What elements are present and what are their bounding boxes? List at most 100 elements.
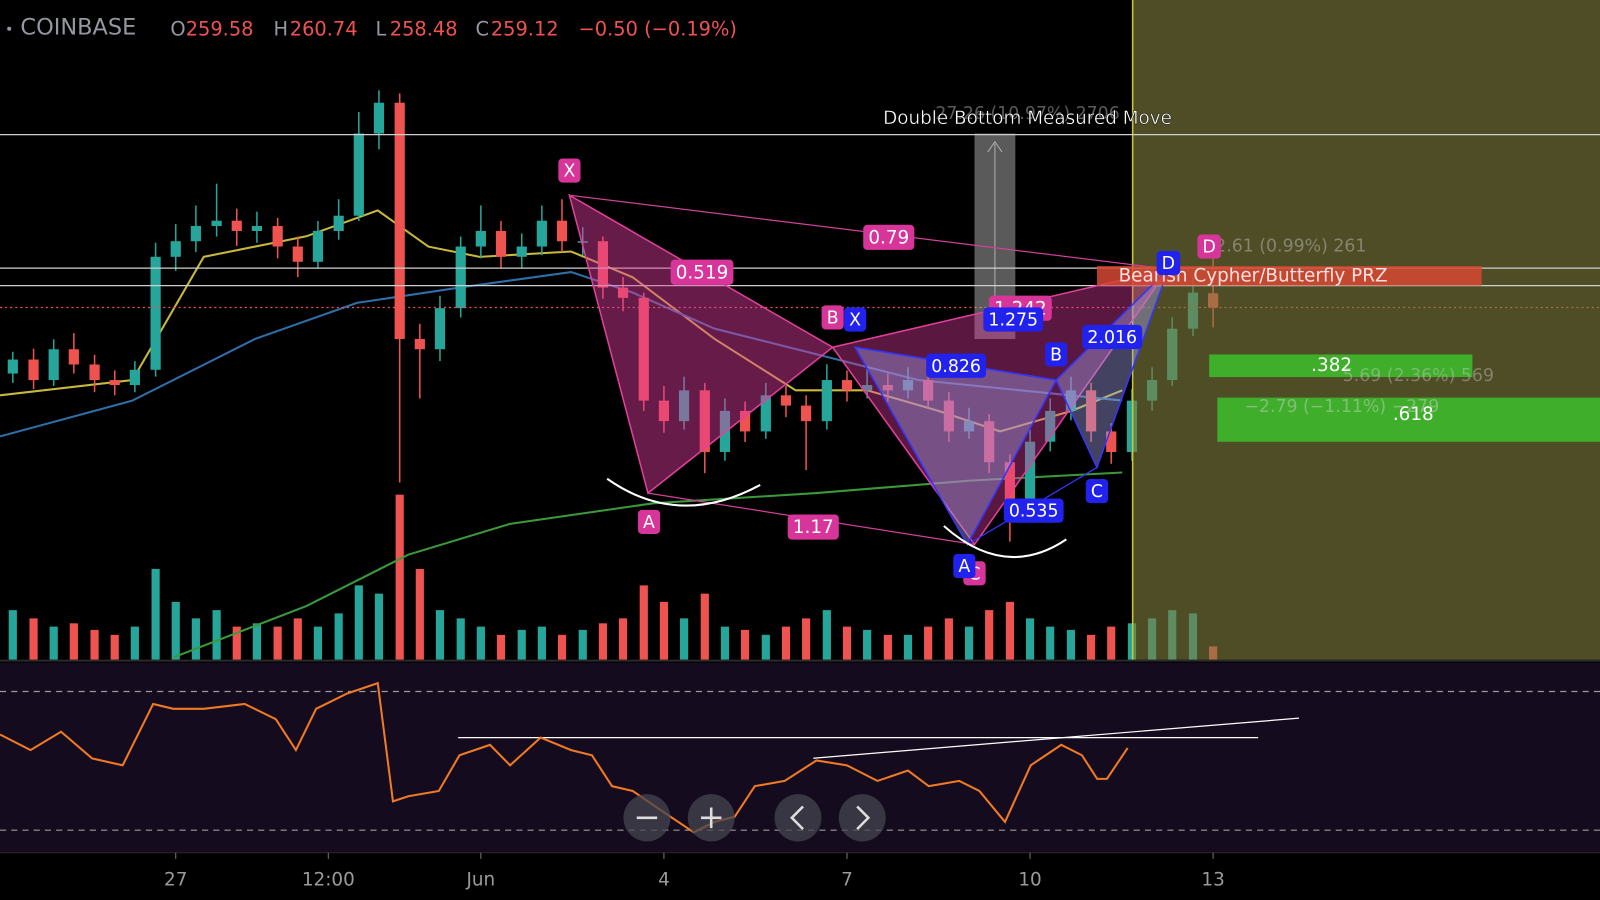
candle-body (475, 230, 486, 247)
volume-bar (517, 629, 526, 660)
rsi-trendline (813, 717, 1300, 759)
candle-body (109, 380, 120, 386)
volume-bar (293, 618, 302, 660)
volume-bar (863, 629, 872, 660)
candle-body (312, 230, 324, 262)
pattern-label: 0.826 (931, 357, 981, 377)
pattern-label: D (1162, 254, 1175, 274)
volume-bar (395, 494, 404, 660)
candle-body (780, 395, 792, 406)
volume-bar (354, 585, 363, 660)
candle-body (678, 390, 690, 422)
fib-stats: 5.69 (2.36%) 569 (1343, 366, 1494, 386)
pattern-label-bg (821, 305, 844, 330)
candle-body (150, 256, 161, 370)
candle-body (211, 220, 222, 226)
x-tick-label: Jun (466, 869, 496, 890)
candle-body (699, 390, 710, 452)
pattern-label-bg (1085, 479, 1109, 504)
pattern-label-bg (1197, 234, 1221, 259)
candle-body (984, 421, 995, 463)
fib-zone (1217, 397, 1600, 442)
volume-bar (415, 568, 424, 660)
candle-body (638, 297, 649, 401)
exchange-name: COINBASE (20, 14, 136, 40)
volume-bar (252, 623, 261, 660)
label-layer: 27.26 (10.97%) 2706 Double Bottom Measur… (558, 104, 1494, 586)
pattern-label-bg (953, 554, 976, 579)
button-icon (790, 805, 804, 831)
x-tick-label: 7 (841, 869, 853, 890)
candle-body (841, 380, 853, 391)
pattern-label-bg (637, 509, 661, 535)
volume-layer (8, 494, 1218, 660)
ohlc-label: C (476, 17, 490, 40)
candle-body (28, 359, 39, 381)
candle-body (597, 241, 609, 288)
candle-body (1004, 462, 1016, 504)
candle-body (455, 246, 466, 309)
volume-bar (476, 626, 485, 660)
scroll-left-button[interactable] (774, 794, 822, 842)
volume-bar (171, 601, 180, 660)
fib-stats: −2.79 (−1.11%) −279 (1244, 397, 1439, 417)
volume-bar (130, 626, 139, 660)
button-bg (774, 794, 822, 842)
volume-bar (1005, 601, 1014, 660)
zoom-out-button[interactable] (623, 794, 671, 842)
pattern-label: 0.535 (1009, 502, 1059, 522)
volume-bar (496, 634, 506, 660)
candle-body (963, 421, 975, 432)
volume-bar (802, 618, 811, 660)
x-tick-label: 12:00 (302, 869, 355, 890)
volume-bar (1025, 618, 1035, 660)
candle-body (434, 308, 446, 350)
candle-body (48, 349, 59, 381)
pattern-label-bg (670, 259, 734, 285)
x-tick-label: 4 (658, 869, 670, 890)
prz-zone (1096, 266, 1482, 286)
candle-body (353, 133, 364, 216)
candle-body (414, 338, 425, 350)
volume-bar (90, 629, 99, 660)
candle-body (7, 359, 18, 374)
measured-move-stats: 27.26 (10.97%) 2706 (935, 104, 1119, 124)
volume-bar (232, 626, 241, 660)
volume-bar (639, 585, 648, 660)
x-tick-label: 13 (1201, 869, 1224, 890)
candle-body (862, 385, 873, 391)
volume-bar (761, 634, 770, 660)
volume-bar (822, 610, 831, 660)
candle-body (556, 220, 568, 242)
fib-label: .382 (1311, 355, 1352, 376)
x-axis: 27 12:00 Jun 4 7 10 13 (164, 852, 1225, 891)
volume-bar (903, 634, 913, 660)
double-bottom-arcs (606, 477, 1067, 558)
candle-body (272, 225, 283, 247)
volume-bar (557, 634, 567, 660)
candle-body (760, 395, 771, 432)
volume-bar (578, 629, 587, 660)
volume-bar (781, 626, 791, 660)
pattern-label-bg (844, 307, 867, 332)
volume-bar (598, 623, 607, 660)
volume-bar (1046, 626, 1055, 660)
volume-bar (985, 610, 994, 660)
ohlc-value: 259.12 (491, 17, 559, 40)
pattern-label: 2.016 (1087, 328, 1137, 348)
zoom-in-button[interactable] (687, 794, 735, 842)
pattern-label-bg (787, 514, 839, 540)
scroll-right-button[interactable] (838, 794, 886, 842)
candle-body (1085, 390, 1097, 432)
change-value: −0.50 (−0.19%) (579, 17, 737, 40)
candle-body (617, 287, 629, 298)
ohlc-label: H (273, 17, 288, 40)
candle-body (1106, 431, 1117, 452)
volume-bar (435, 610, 445, 660)
candle-body (943, 400, 954, 432)
volume-bar (944, 618, 953, 660)
candle-body (1024, 441, 1036, 504)
pattern-label: 0.79 (868, 227, 909, 248)
zoom-controls (623, 794, 886, 842)
